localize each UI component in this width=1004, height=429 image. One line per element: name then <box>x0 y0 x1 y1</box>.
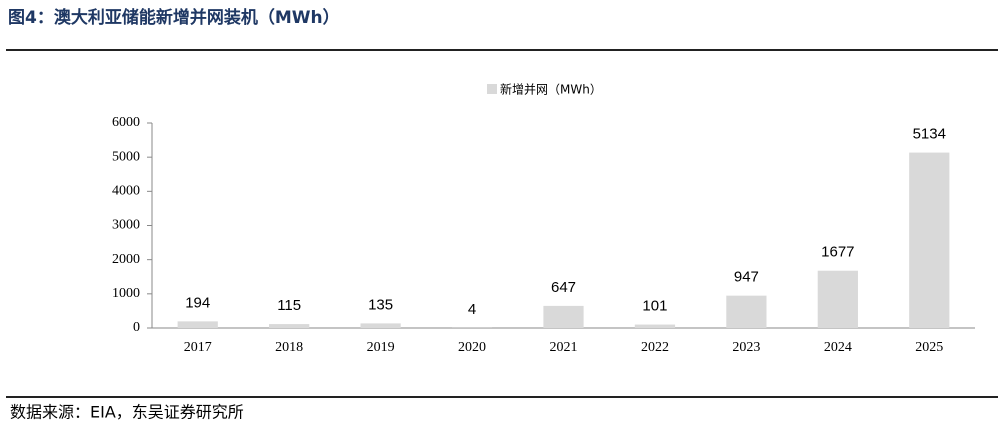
x-tick-label: 2022 <box>641 340 669 355</box>
legend-swatch <box>487 84 497 94</box>
x-tick-label: 2018 <box>275 340 303 355</box>
value-label: 101 <box>642 298 667 315</box>
value-label: 1677 <box>821 244 854 261</box>
x-tick-label: 2024 <box>824 340 852 355</box>
value-label: 194 <box>185 294 210 311</box>
value-label: 947 <box>734 269 759 286</box>
x-tick-label: 2025 <box>915 340 943 355</box>
x-tick-label: 2021 <box>550 340 578 355</box>
bar <box>360 323 401 328</box>
x-tick-label: 2020 <box>458 340 486 355</box>
y-tick-label: 5000 <box>112 149 140 164</box>
y-tick-label: 4000 <box>112 184 140 199</box>
x-tick-label: 2017 <box>184 340 212 355</box>
y-tick-label: 3000 <box>112 218 140 233</box>
bar <box>909 152 950 328</box>
value-label: 647 <box>551 279 576 296</box>
x-tick-label: 2019 <box>367 340 395 355</box>
value-label: 4 <box>468 301 476 318</box>
y-tick-label: 6000 <box>112 115 140 130</box>
legend-label: 新增并网（MWh） <box>500 82 602 97</box>
bar <box>817 270 858 328</box>
source-note: 数据来源：EIA，东吴证券研究所 <box>10 403 244 422</box>
bar <box>177 321 218 328</box>
value-label: 115 <box>277 297 301 314</box>
value-label: 5134 <box>913 126 946 143</box>
bar <box>543 305 584 328</box>
bar <box>634 324 676 328</box>
bar <box>726 295 767 328</box>
y-tick-label: 2000 <box>112 252 140 267</box>
bar <box>269 324 310 328</box>
chart-title: 图4：澳大利亚储能新增并网装机（MWh） <box>8 7 340 28</box>
y-tick-label: 1000 <box>112 286 140 301</box>
value-label: 135 <box>368 296 393 313</box>
y-tick-label: 0 <box>133 320 140 335</box>
x-tick-label: 2023 <box>732 340 760 355</box>
